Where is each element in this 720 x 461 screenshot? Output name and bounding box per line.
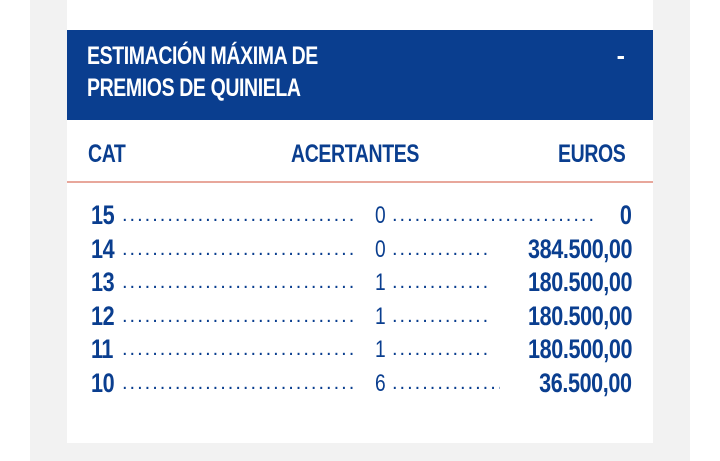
row-euros: 180.500,00 (527, 300, 633, 331)
table-row: 14 .....................................… (0, 233, 720, 267)
row-euros: 0 (620, 200, 632, 230)
row-acertantes: 1 (375, 336, 386, 364)
dot-leader: ...................................... (122, 371, 354, 394)
row-acertantes: 0 (375, 202, 386, 229)
dot-leader: .................. (392, 304, 487, 327)
row-euros: 180.500,00 (527, 334, 633, 365)
row-acertantes: 6 (375, 369, 386, 397)
table-row: 11 .....................................… (0, 333, 720, 367)
table-row: 12 .....................................… (0, 300, 720, 334)
dot-leader: .................. (392, 271, 487, 294)
row-category: 12 (91, 300, 115, 331)
dot-leader: ...................................... (122, 304, 354, 327)
table-row: 10 .....................................… (0, 367, 720, 401)
prize-table: 15 .....................................… (0, 199, 720, 401)
dot-leader: .................................. (392, 204, 597, 226)
dot-leader: .................. (392, 338, 487, 361)
row-euros: 384.500,00 (527, 233, 633, 264)
table-row: 15 .....................................… (0, 199, 720, 233)
row-category: 11 (91, 334, 114, 365)
card-title: ESTIMACIÓN MÁXIMA DE PREMIOS DE QUINIELA (87, 40, 383, 104)
row-category: 10 (91, 367, 115, 398)
header-dash: - (616, 42, 625, 70)
card-title-line-1: ESTIMACIÓN MÁXIMA DE (87, 42, 318, 70)
column-header-euros: EUROS (557, 140, 626, 168)
header-divider (67, 181, 653, 183)
dot-leader: ...................................... (122, 204, 354, 226)
card-title-line-2: PREMIOS DE QUINIELA (87, 74, 301, 102)
dot-leader: .................. (392, 237, 487, 260)
row-acertantes: 0 (375, 235, 386, 263)
table-row: 13 .....................................… (0, 266, 720, 300)
row-acertantes: 1 (375, 269, 386, 297)
card-header: ESTIMACIÓN MÁXIMA DE PREMIOS DE QUINIELA… (67, 30, 653, 120)
row-acertantes: 1 (375, 302, 386, 330)
row-category: 15 (91, 200, 115, 230)
column-header-cat: CAT (88, 140, 126, 168)
row-category: 13 (91, 267, 115, 298)
row-euros: 36.500,00 (539, 367, 633, 398)
column-header-acertantes: ACERTANTES (291, 140, 419, 168)
row-category: 14 (91, 233, 115, 264)
row-euros: 180.500,00 (527, 267, 633, 298)
dot-leader: ...................................... (122, 338, 354, 361)
dot-leader: ...................................... (122, 237, 354, 260)
dot-leader: .................... (392, 371, 500, 394)
dot-leader: ...................................... (122, 271, 354, 294)
